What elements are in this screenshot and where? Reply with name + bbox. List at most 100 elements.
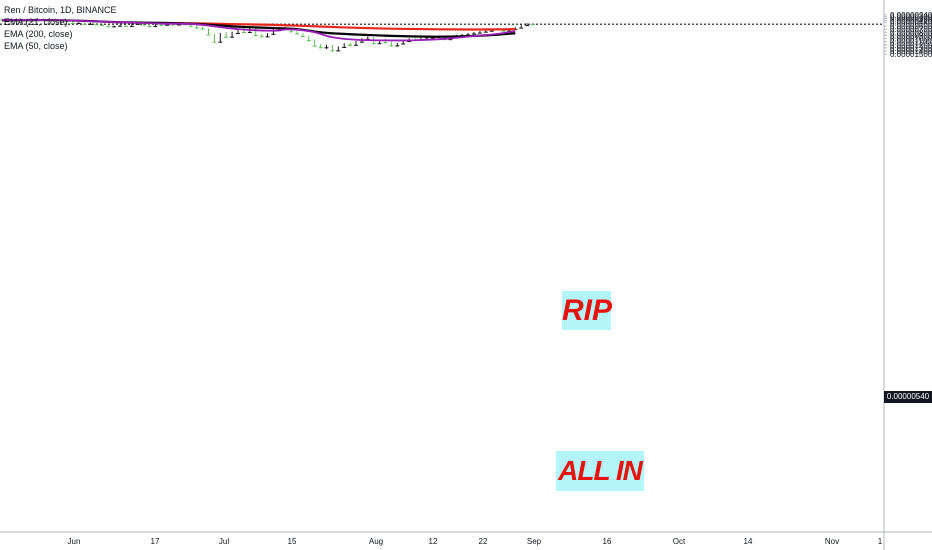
candle-body-36 — [212, 41, 217, 43]
candle-body-18 — [106, 26, 111, 28]
candle-body-88 — [519, 27, 524, 29]
y-tick-label-10: 0.00000480 — [890, 18, 932, 27]
candle-body-73 — [430, 37, 435, 39]
legend-symbol: Ren / Bitcoin, 1D, BINANCE — [4, 5, 117, 15]
candle-body-63 — [371, 43, 376, 45]
candle-body-53 — [312, 45, 317, 47]
candle-body-37 — [218, 41, 223, 43]
y-tick-label-13: 0.00000300 — [890, 13, 932, 22]
legend-ema50: EMA (50, close) — [4, 41, 68, 51]
candle-body-82 — [483, 31, 488, 33]
candle-body-13 — [76, 22, 81, 24]
x-tick-label-5: 12 — [429, 537, 438, 546]
candle-body-58 — [342, 46, 347, 48]
candle-body-12 — [70, 22, 75, 24]
y-tick-label-8: 0.00000700 — [890, 25, 932, 34]
candle-body-46 — [271, 33, 276, 35]
candle-body-43 — [253, 35, 258, 37]
x-tick-label-12: 1 — [878, 537, 883, 546]
y-tick-label-3: 0.00001200 — [890, 41, 932, 50]
rip-annotation: RIP — [562, 291, 612, 330]
y-tick-label-1: 0.00001400 — [890, 47, 932, 56]
candle-body-52 — [306, 40, 311, 42]
candle-body-54 — [318, 47, 323, 49]
candle-body-55 — [324, 47, 329, 49]
candle-body-66 — [389, 45, 394, 47]
candle-body-90 — [531, 24, 535, 26]
x-tick-label-0: Jun — [68, 537, 81, 546]
candle-body-89 — [525, 25, 530, 27]
chart-legend: Ren / Bitcoin, 1D, BINANCE EMA (21, clos… — [4, 4, 117, 52]
x-tick-label-1: 17 — [151, 537, 160, 546]
candle-body-29 — [171, 24, 176, 26]
candle-body-67 — [395, 45, 400, 47]
candle-body-21 — [123, 25, 128, 27]
candle-body-24 — [141, 24, 146, 26]
candle-body-38 — [224, 36, 229, 38]
candle-body-79 — [466, 34, 471, 36]
candle-body-76 — [448, 39, 453, 41]
candle-body-39 — [230, 36, 235, 38]
y-tick-label-2: 0.00001300 — [890, 44, 932, 53]
candle-body-51 — [300, 36, 305, 38]
y-tick-label-12: 0.00000360 — [890, 15, 932, 24]
candle-body-26 — [153, 26, 158, 28]
candle-body-34 — [200, 28, 205, 30]
x-tick-label-6: 22 — [479, 537, 488, 546]
candle-body-41 — [241, 31, 246, 33]
candle-body-40 — [236, 32, 240, 34]
y-tick-label-4: 0.00001100 — [890, 38, 932, 47]
candle-body-25 — [147, 26, 152, 28]
candle-body-15 — [88, 23, 93, 25]
candle-body-17 — [100, 25, 105, 27]
x-tick-label-8: 16 — [603, 537, 612, 546]
candle-body-19 — [112, 26, 117, 28]
x-tick-label-2: Jul — [219, 537, 229, 546]
candle-body-61 — [359, 41, 364, 43]
ema200-line — [173, 21, 516, 31]
candle-body-83 — [489, 30, 494, 32]
current-price-tag: 0.00000540 — [884, 391, 932, 403]
all-in-annotation: ALL IN — [556, 451, 644, 491]
candle-body-16 — [94, 24, 99, 26]
candle-body-80 — [472, 33, 476, 35]
x-tick-label-4: Aug — [369, 537, 383, 546]
y-tick-label-14: 0.00000240 — [890, 11, 932, 20]
x-tick-label-3: 15 — [288, 537, 297, 546]
candle-body-49 — [289, 31, 294, 33]
x-tick-label-9: Oct — [673, 537, 686, 546]
candle-body-27 — [159, 24, 164, 26]
y-tick-label-9: 0.00000600 — [890, 22, 932, 31]
legend-ema21: EMA (21, close) — [4, 17, 68, 27]
candle-body-56 — [330, 50, 335, 52]
candle-body-28 — [165, 24, 170, 26]
candle-body-22 — [129, 25, 134, 27]
candle-body-59 — [348, 44, 353, 46]
y-tick-label-6: 0.00000900 — [890, 31, 932, 40]
candle-body-14 — [82, 23, 87, 25]
candle-body-42 — [247, 31, 252, 33]
candle-body-20 — [118, 25, 122, 27]
candle-body-30 — [177, 24, 181, 26]
candle-body-44 — [259, 36, 264, 38]
y-tick-label-5: 0.00001000 — [890, 35, 932, 44]
candle-body-57 — [336, 50, 341, 52]
y-tick-label-11: 0.00000420 — [890, 16, 932, 25]
candle-body-81 — [477, 32, 482, 34]
candle-body-11 — [64, 21, 69, 23]
ema21-line — [1, 18, 516, 42]
x-tick-label-10: 14 — [744, 537, 753, 546]
x-tick-label-11: Nov — [825, 537, 839, 546]
candle-body-45 — [265, 36, 270, 38]
candle-body-35 — [206, 34, 211, 36]
candle-body-32 — [188, 25, 193, 27]
candle-body-23 — [135, 23, 140, 25]
candle-body-60 — [354, 44, 358, 46]
candle-body-85 — [501, 30, 506, 32]
y-tick-label-0: 0.00001500 — [890, 50, 932, 59]
candle-body-64 — [377, 43, 382, 45]
candle-body-33 — [194, 27, 199, 29]
candle-body-69 — [407, 41, 412, 43]
candle-body-68 — [401, 43, 406, 45]
